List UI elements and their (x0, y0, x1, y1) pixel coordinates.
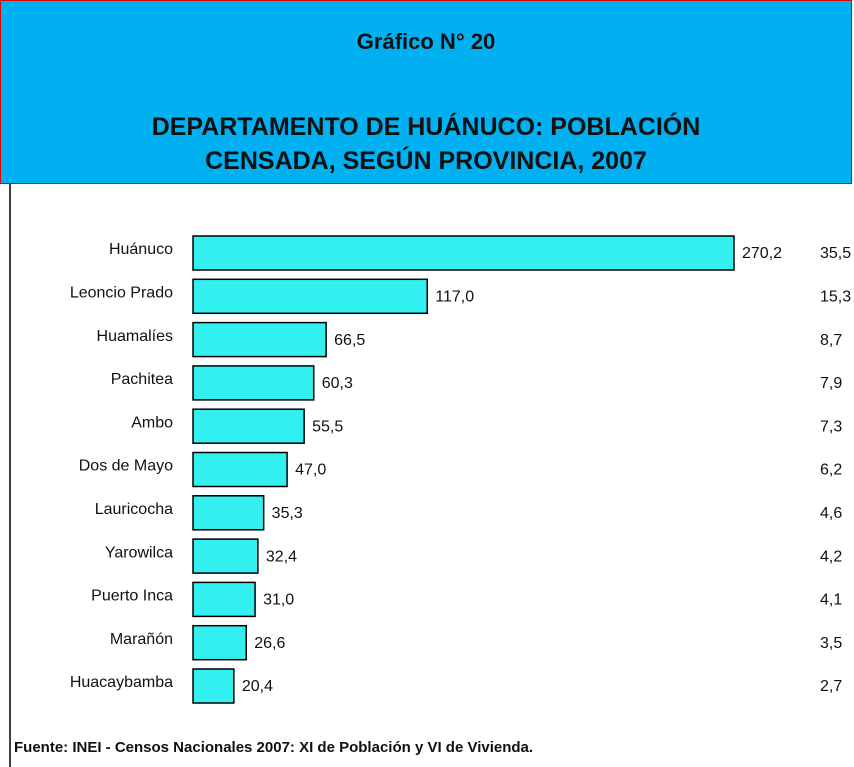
share-label: 4,2 (820, 548, 842, 565)
bar (192, 451, 288, 488)
data-label: 31,0 (263, 592, 294, 609)
chart-title: CENSADA, SEGÚN PROVINCIA, 2007 (205, 147, 647, 175)
data-label: 117,0 (435, 289, 474, 306)
data-label: 32,4 (266, 548, 297, 565)
source-note: Fuente: INEI - Censos Nacionales 2007: X… (14, 739, 533, 756)
bar (192, 668, 235, 704)
data-label: 66,5 (334, 332, 365, 349)
bar (192, 278, 429, 315)
share-label: 35,5 (820, 245, 851, 262)
share-label: 4,6 (820, 505, 842, 522)
share-label: 6,2 (820, 462, 842, 479)
share-label: 7,9 (820, 375, 842, 392)
share-label: 8,7 (820, 332, 842, 349)
y-tick-label: Huacaybamba (70, 674, 173, 691)
y-tick-label: Ambo (131, 414, 173, 431)
data-label: 60,3 (322, 375, 353, 392)
bar (192, 235, 735, 271)
share-label: 3,5 (820, 635, 842, 652)
y-tick-label: Marañón (110, 631, 173, 648)
bar (192, 365, 315, 401)
chart-title: DEPARTAMENTO DE HUÁNUCO: POBLACIÓN (151, 113, 701, 141)
data-label: 270,2 (742, 245, 782, 262)
y-tick-label: Lauricocha (95, 501, 173, 518)
y-tick-label: Huamalíes (97, 328, 173, 345)
y-tick-label: Huánuco (109, 241, 173, 258)
bar (192, 495, 265, 531)
data-label: 47,0 (295, 462, 326, 479)
data-label: 26,6 (254, 635, 285, 652)
share-label: 2,7 (820, 678, 842, 695)
share-label: 4,1 (820, 592, 842, 609)
data-label: 55,5 (312, 418, 343, 435)
header: Gráfico N° 20 DEPARTAMENTO DE HUÁNUCO: P… (0, 0, 852, 184)
y-tick-label: Pachitea (111, 371, 173, 388)
y-tick-label: Leoncio Prado (70, 285, 173, 302)
bar (192, 321, 327, 358)
bar (192, 624, 248, 661)
y-tick-label: Yarowilca (105, 544, 173, 561)
y-tick-label: Puerto Inca (91, 588, 173, 605)
data-label: 20,4 (242, 678, 273, 695)
bar (192, 581, 256, 618)
bar (192, 408, 305, 444)
share-label: 15,3 (820, 289, 851, 306)
data-label: 35,3 (272, 505, 303, 522)
chart-subtitle: Gráfico N° 20 (356, 29, 496, 54)
bar (192, 538, 259, 574)
y-tick-label: Dos de Mayo (79, 458, 173, 475)
share-label: 7,3 (820, 418, 842, 435)
